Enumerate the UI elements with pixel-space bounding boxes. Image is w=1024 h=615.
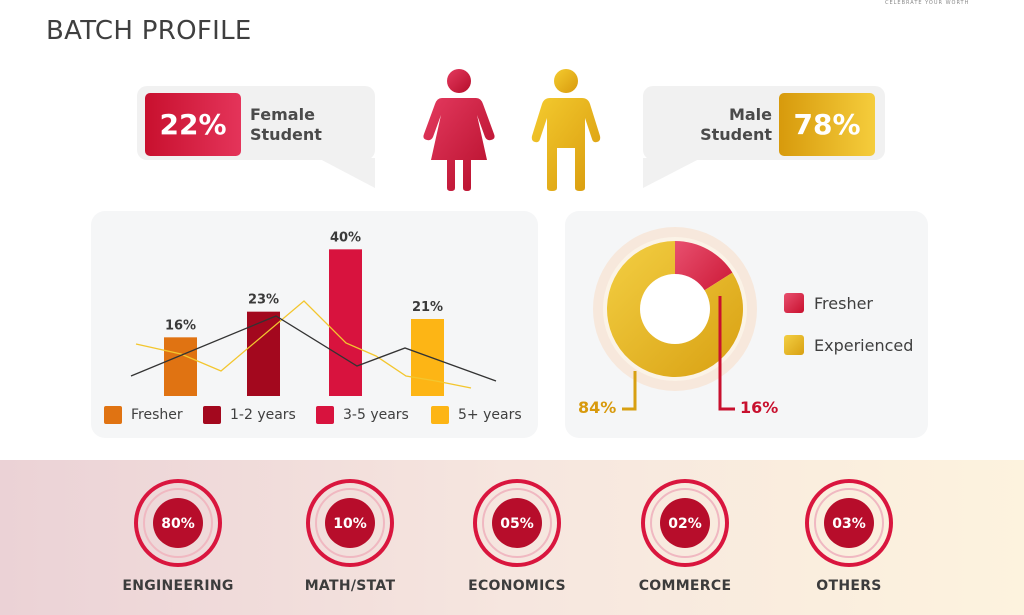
donut-legend-experienced: Experienced: [784, 335, 913, 355]
legend-label-fresher: Fresher: [131, 407, 183, 423]
bar-value-label-5-years: 21%: [412, 300, 443, 315]
legend-label-3-5-years: 3-5 years: [343, 407, 409, 423]
legend-swatch-3-5-years: [316, 406, 334, 424]
discipline-percent-economics: 05%: [500, 516, 534, 532]
bar-value-label-3-5-years: 40%: [330, 230, 361, 245]
donut-hole: [640, 274, 710, 344]
donut-legend-label-experienced: Experienced: [814, 335, 914, 355]
ring-fill: [824, 498, 874, 548]
legend-item-5-plus-years: 5+ years: [431, 406, 522, 424]
donut-swatch-fresher: [784, 293, 804, 313]
female-figure-icon: [423, 69, 495, 191]
ring-inner-stroke: [315, 488, 385, 558]
page-title: BATCH PROFILE: [46, 16, 252, 46]
legend-swatch-fresher: [104, 406, 122, 424]
discipline-label-economics: ECONOMICS: [468, 578, 566, 594]
legend-item-3-5-years: 3-5 years: [316, 406, 409, 424]
discipline-label-commerce: COMMERCE: [638, 578, 732, 594]
ring-inner-stroke: [814, 488, 884, 558]
discipline-ring-others: 03%: [805, 479, 893, 567]
ring-outer-stroke: [134, 479, 222, 567]
donut-value-fresher: 16%: [740, 398, 779, 417]
discipline-ring-math-stat: 10%: [306, 479, 394, 567]
callout-line-fresher: [718, 296, 735, 411]
female-label-line2: Student: [250, 125, 322, 144]
female-label: Female Student: [250, 105, 340, 145]
male-percent: 78%: [779, 93, 875, 156]
ring-outer-stroke: [805, 479, 893, 567]
bar-1-2-years: [247, 311, 280, 396]
ring-outer-stroke: [306, 479, 394, 567]
discipline-ring-commerce: 02%: [641, 479, 729, 567]
ring-inner-stroke: [650, 488, 720, 558]
experience-bar-chart: 16% 23% 40% 21%: [130, 230, 497, 396]
discipline-ring-economics: 05%: [473, 479, 561, 567]
donut-legend-fresher: Fresher: [784, 293, 873, 313]
overlay-line-dark: [130, 315, 497, 382]
legend-item-fresher: Fresher: [104, 406, 183, 424]
legend-swatch-5-plus-years: [431, 406, 449, 424]
bar-value-label-1-2-years: 23%: [248, 293, 279, 308]
ring-inner-stroke: [143, 488, 213, 558]
bar-fresher: [164, 337, 197, 396]
ring-inner-stroke: [482, 488, 552, 558]
experience-bar-chart-panel: [91, 211, 538, 438]
discipline-ring-engineering: 80%: [134, 479, 222, 567]
discipline-label-others: OTHERS: [816, 578, 882, 594]
discipline-percent-others: 03%: [832, 516, 866, 532]
discipline-percent-math-stat: 10%: [333, 516, 367, 532]
experience-donut-chart: [593, 227, 757, 411]
legend-item-1-2-years: 1-2 years: [203, 406, 296, 424]
legend-label-5-plus-years: 5+ years: [458, 407, 522, 423]
discipline-label-math-stat: MATH/STAT: [304, 578, 396, 594]
tagline: CELEBRATE YOUR WORTH: [885, 0, 970, 6]
donut-swatch-experienced: [784, 335, 804, 355]
bar-value-label-fresher: 16%: [165, 318, 196, 333]
legend-label-1-2-years: 1-2 years: [230, 407, 296, 423]
bar-3-5-years: [329, 249, 362, 396]
bar-5-years: [411, 319, 444, 396]
male-figure-icon: [531, 69, 601, 191]
discipline-percent-commerce: 02%: [668, 516, 702, 532]
discipline-percent-engineering: 80%: [161, 516, 195, 532]
female-label-line1: Female: [250, 105, 315, 124]
callout-line-experienced: [622, 371, 637, 411]
discipline-label-engineering: ENGINEERING: [122, 578, 234, 594]
ring-fill: [660, 498, 710, 548]
male-label-line2: Student: [700, 125, 772, 144]
ring-fill: [153, 498, 203, 548]
female-bubble-tail: [318, 158, 375, 188]
male-bubble-tail: [643, 158, 701, 188]
ring-fill: [325, 498, 375, 548]
overlay-line-yellow: [135, 300, 472, 389]
ring-outer-stroke: [641, 479, 729, 567]
legend-swatch-1-2-years: [203, 406, 221, 424]
female-percent: 22%: [145, 93, 241, 156]
donut-value-experienced: 84%: [578, 398, 617, 417]
male-label: Male Student: [686, 105, 772, 145]
ring-fill: [492, 498, 542, 548]
ring-outer-stroke: [473, 479, 561, 567]
donut-legend-label-fresher: Fresher: [814, 293, 874, 313]
male-label-line1: Male: [728, 105, 772, 124]
